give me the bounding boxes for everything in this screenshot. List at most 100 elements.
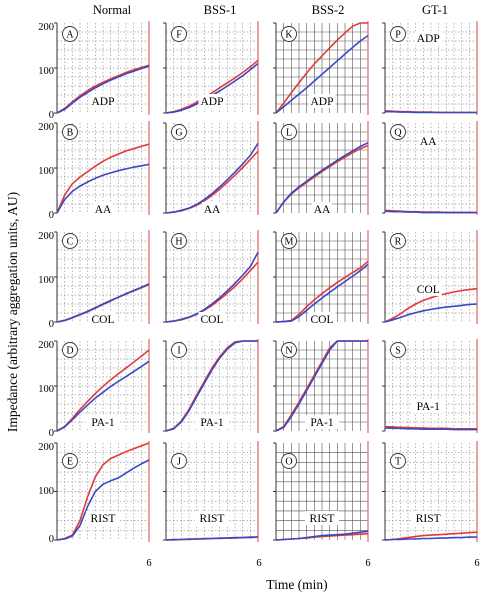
trace-blue-d (56, 360, 150, 432)
panel-letter: A (66, 30, 74, 41)
trace-blue-b (56, 163, 150, 214)
agonist-label: RIST (200, 513, 225, 525)
column-header-gt1: GT-1 (422, 3, 448, 17)
agonist-label: COL (92, 314, 115, 326)
agonist-label-bg (312, 202, 332, 216)
trace-blue-m (275, 263, 369, 323)
trace-red-b (56, 143, 150, 214)
y-tick-200: 200 (38, 22, 54, 33)
agonist-label-bg (202, 202, 222, 216)
y-ticks-row-1: 200 100 0 (38, 22, 54, 121)
panel-q: Q AA (382, 121, 478, 215)
agonist-label: AA (420, 136, 437, 148)
panel-letter: B (67, 128, 74, 139)
agonist-label: PA-1 (91, 417, 114, 429)
panel-m: M COL (273, 230, 369, 326)
y-tick-200: 200 (38, 340, 54, 351)
panel-t: T RIST (382, 441, 478, 542)
agonist-label: AA (204, 204, 221, 216)
y-tick-100: 100 (38, 384, 54, 395)
x-tick-6-gt1: 6 (474, 558, 479, 569)
y-tick-200: 200 (38, 231, 54, 242)
panel-letter-badge (281, 233, 297, 249)
agonist-label: COL (417, 284, 440, 296)
trace-blue-l (275, 142, 369, 214)
agonist-label: ADP (417, 33, 440, 45)
y-tick-200: 200 (38, 122, 54, 133)
panel-letter-badge (171, 233, 187, 249)
y-tick-100: 100 (38, 166, 54, 177)
y-tick-0: 0 (49, 210, 54, 221)
trace-blue-n (275, 340, 368, 432)
agonist-label: COL (311, 314, 334, 326)
y-tick-0: 0 (49, 534, 54, 545)
agonist-label-bg (308, 312, 336, 326)
panel-letter-badge (62, 124, 78, 140)
panel-letter: E (67, 457, 73, 468)
y-tick-200: 200 (38, 442, 54, 453)
agonist-label: AA (314, 204, 331, 216)
trace-blue-q (384, 210, 477, 214)
panel-letter: S (395, 346, 401, 357)
agonist-label-bg (305, 415, 339, 429)
panel-letter-badge (62, 453, 78, 469)
panel-i: I PA-1 (163, 339, 259, 433)
panel-letter: K (285, 30, 293, 41)
panel-letter: F (176, 30, 182, 41)
trace-blue-t (384, 536, 477, 541)
agonist-label: RIST (416, 513, 441, 525)
panel-j: J RIST (163, 441, 259, 542)
y-tick-0: 0 (49, 428, 54, 439)
panel-p: P ADP (382, 21, 478, 115)
agonist-label-bg (86, 511, 120, 525)
panel-letter: D (66, 346, 73, 357)
y-tick-0: 0 (49, 319, 54, 330)
panel-letter: P (395, 30, 401, 41)
panel-letter: H (175, 237, 182, 248)
panel-letter-badge (171, 342, 187, 358)
panel-letter-badge (171, 453, 187, 469)
agonist-label: ADP (91, 96, 114, 108)
panel-c: C COL (54, 230, 150, 326)
x-tick-6-bss2: 6 (365, 558, 370, 569)
panel-s: S PA-1 (382, 339, 478, 433)
trace-blue-h (165, 251, 259, 323)
trace-blue-s (384, 427, 477, 431)
x-axis-title: Time (min) (266, 577, 327, 592)
y-tick-100: 100 (38, 66, 54, 77)
trace-blue-g (165, 142, 259, 214)
trace-red-k (275, 22, 368, 114)
y-tick-100: 100 (38, 486, 54, 497)
agonist-label-bg (414, 282, 442, 296)
panel-grid: A ADP F ADP K ADP P ADP B AA G AA L AA Q AA C COL H COL M COL… (54, 21, 478, 542)
panel-l: L AA (273, 121, 369, 216)
panel-letter-badge (171, 124, 187, 140)
panel-letter-badge (281, 453, 297, 469)
panel-g: G AA (163, 121, 259, 216)
agonist-label: AA (95, 204, 112, 216)
y-tick-0: 0 (49, 110, 54, 121)
panel-letter-badge (62, 342, 78, 358)
agonist-label-bg (414, 31, 442, 45)
agonist-label-bg (305, 511, 339, 525)
panel-letter-badge (171, 26, 187, 42)
agonist-label: PA-1 (310, 417, 333, 429)
column-header-bss2: BSS-2 (312, 3, 345, 17)
panel-letter: R (395, 237, 402, 248)
agonist-label: RIST (310, 513, 335, 525)
trace-red-t (384, 531, 478, 541)
panel-k: K ADP (273, 21, 369, 115)
panel-letter-badge (390, 453, 406, 469)
agonist-label-bg (195, 415, 229, 429)
agonist-label-bg (308, 94, 336, 108)
panel-letter-badge (390, 26, 406, 42)
agonist-label-bg (418, 134, 439, 148)
trace-blue-p (385, 110, 477, 114)
panel-letter-badge (281, 26, 297, 42)
panel-letter: N (285, 346, 292, 357)
trace-blue-e (56, 459, 150, 541)
panel-letter: I (177, 346, 180, 357)
panel-r: R COL (382, 230, 478, 324)
trace-blue-a (56, 65, 150, 114)
panel-letter: T (395, 457, 401, 468)
